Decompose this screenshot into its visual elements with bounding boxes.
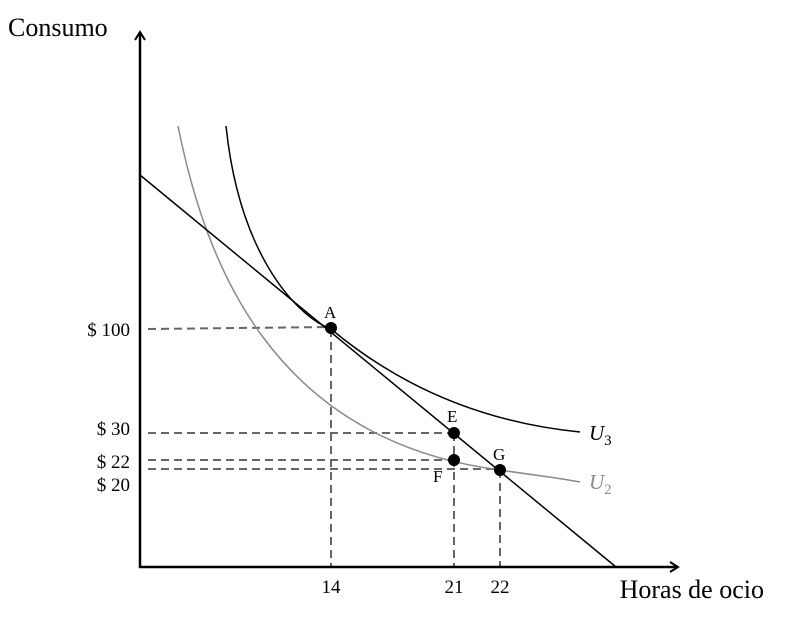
point-f [448,454,460,466]
u2-label-base: U [589,470,606,494]
point-e [448,427,460,439]
points [325,322,506,476]
y-tick-20: $ 20 [97,475,130,496]
point-g [494,464,506,476]
u2-label: U2 [589,470,612,498]
y-axis-label: Consumo [8,13,108,42]
u3-label-base: U [589,421,606,445]
y-tick-22: $ 22 [97,452,130,473]
x-axis-label: Horas de ocio [620,575,764,604]
y-tick-100: $ 100 [87,320,130,341]
guide-a-horizontal [147,326,332,330]
guide-lines [147,326,501,567]
point-a-label: A [324,303,337,322]
y-tick-30: $ 30 [97,419,130,440]
indifference-curve-u2 [177,125,581,483]
x-tick-14: 14 [322,577,342,598]
u3-label: U3 [589,421,612,449]
x-tick-22: 22 [491,577,510,598]
u3-label-sub: 3 [604,433,612,449]
indifference-curve-u3 [225,125,581,433]
budget-line [139,174,617,568]
x-tick-21: 21 [445,577,464,598]
point-g-label: G [493,445,505,464]
u2-label-sub: 2 [604,482,612,498]
point-a [325,322,337,334]
point-f-label: F [433,467,442,486]
point-e-label: E [447,407,457,426]
